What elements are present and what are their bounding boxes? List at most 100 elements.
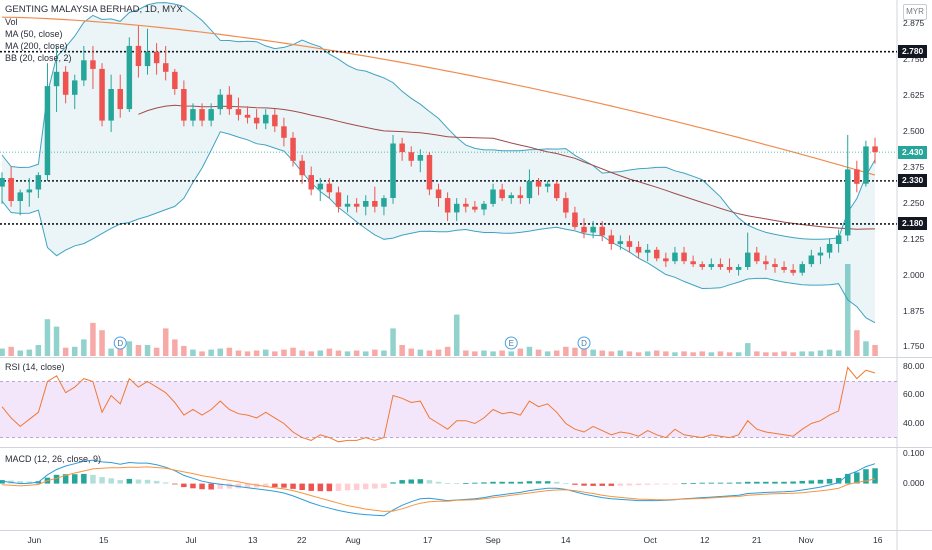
volume-bar bbox=[517, 348, 524, 356]
time-axis-tick: 14 bbox=[561, 535, 571, 545]
candle-body bbox=[572, 212, 578, 227]
candle-body bbox=[426, 155, 433, 190]
macd-histogram-bar bbox=[635, 483, 642, 486]
legend-macd[interactable]: MACD (12, 26, close, 9) bbox=[5, 454, 102, 464]
candle-body bbox=[681, 252, 687, 262]
candle-body bbox=[208, 109, 214, 121]
macd-histogram-bar bbox=[544, 481, 551, 484]
volume-bar bbox=[699, 351, 705, 356]
level-price-tag: 2.180 bbox=[898, 217, 928, 231]
volume-bar bbox=[481, 350, 487, 356]
legend-bb[interactable]: BB (20, close, 2) bbox=[5, 53, 72, 63]
volume-bar bbox=[563, 346, 569, 356]
candle-body bbox=[62, 71, 69, 95]
candle-body bbox=[181, 89, 187, 121]
macd-histogram-bar bbox=[717, 482, 724, 484]
volume-bar bbox=[463, 350, 469, 356]
candle-body bbox=[299, 160, 305, 176]
macd-histogram-bar bbox=[817, 479, 824, 484]
volume-bar bbox=[781, 351, 787, 356]
macd-histogram-bar bbox=[408, 479, 414, 484]
candle-body bbox=[72, 80, 78, 95]
macd-histogram-bar bbox=[535, 481, 542, 484]
macd-histogram-bar bbox=[726, 482, 733, 484]
price-axis-tick: 2.250 bbox=[903, 197, 925, 208]
candle-body bbox=[454, 203, 460, 213]
volume-bar bbox=[244, 351, 251, 356]
time-axis-tick: 12 bbox=[700, 535, 710, 545]
candle-body bbox=[644, 249, 651, 253]
candle-body bbox=[708, 264, 715, 267]
volume-bar bbox=[53, 326, 60, 356]
volume-bar bbox=[217, 348, 223, 356]
macd-histogram-bar bbox=[153, 480, 160, 484]
volume-bar bbox=[272, 351, 278, 356]
rsi-axis-tick: 40.00 bbox=[903, 417, 925, 428]
time-axis-tick: Oct bbox=[643, 535, 657, 545]
volume-bar bbox=[572, 347, 578, 356]
candle-body bbox=[481, 203, 487, 210]
legend-ma50[interactable]: MA (50, close) bbox=[5, 29, 63, 39]
volume-bar bbox=[353, 350, 360, 356]
legend-ma200[interactable]: MA (200, close) bbox=[5, 41, 68, 51]
macd-histogram-bar bbox=[417, 479, 424, 484]
macd-histogram-bar bbox=[226, 483, 233, 489]
macd-histogram-bar bbox=[108, 478, 114, 484]
volume-bar bbox=[144, 345, 151, 356]
macd-histogram-bar bbox=[808, 480, 815, 484]
volume-bar bbox=[363, 351, 369, 356]
price-axis-tick: 2.750 bbox=[903, 54, 925, 65]
volume-bar bbox=[163, 328, 169, 356]
candle-body bbox=[363, 201, 369, 207]
volume-bar bbox=[626, 351, 633, 356]
candle-body bbox=[17, 192, 23, 201]
candle-body bbox=[672, 252, 678, 262]
price-axis-tick: 2.625 bbox=[903, 90, 925, 101]
macd-histogram-bar bbox=[563, 483, 569, 485]
volume-bar bbox=[754, 351, 760, 356]
macd-histogram-bar bbox=[308, 483, 314, 491]
volume-bar bbox=[590, 349, 596, 356]
volume-bar bbox=[17, 350, 23, 356]
macd-histogram-bar bbox=[217, 483, 223, 489]
volume-bar bbox=[654, 350, 660, 356]
macd-histogram-bar bbox=[62, 474, 69, 484]
candle-body bbox=[235, 109, 242, 115]
macd-histogram-bar bbox=[454, 483, 460, 485]
macd-histogram-bar bbox=[554, 481, 560, 484]
macd-histogram-bar bbox=[599, 483, 605, 486]
candle-body bbox=[763, 261, 769, 265]
currency-badge[interactable]: MYR bbox=[903, 4, 927, 20]
macd-histogram-bar bbox=[426, 480, 433, 484]
time-axis-tick: 21 bbox=[752, 535, 762, 545]
macd-histogram-bar bbox=[190, 483, 196, 489]
candle-body bbox=[26, 189, 33, 193]
volume-bar bbox=[599, 350, 605, 356]
macd-histogram-bar bbox=[344, 483, 351, 491]
macd-histogram-bar bbox=[335, 483, 342, 491]
macd-histogram-bar bbox=[754, 481, 760, 484]
volume-bar bbox=[690, 352, 696, 356]
volume-bar bbox=[663, 351, 669, 356]
macd-histogram-bar bbox=[781, 481, 787, 484]
candle-body bbox=[290, 137, 296, 161]
volume-bar bbox=[826, 349, 833, 356]
legend-rsi[interactable]: RSI (14, close) bbox=[5, 362, 65, 372]
legend-vol[interactable]: Vol bbox=[5, 17, 18, 27]
macd-histogram-bar bbox=[872, 468, 878, 484]
volume-bar bbox=[335, 350, 342, 356]
candle-body bbox=[0, 178, 5, 187]
candle-body bbox=[535, 180, 542, 187]
volume-bar bbox=[308, 351, 314, 356]
candle-body bbox=[117, 89, 123, 110]
macd-histogram-bar bbox=[654, 483, 660, 485]
macd-histogram-bar bbox=[835, 478, 842, 484]
macd-histogram-bar bbox=[463, 483, 469, 484]
volume-bar bbox=[854, 330, 860, 356]
macd-histogram-bar bbox=[135, 479, 142, 484]
candle-body bbox=[554, 183, 560, 199]
macd-histogram-bar bbox=[490, 481, 496, 484]
candle-body bbox=[190, 109, 196, 121]
candle-body bbox=[817, 252, 824, 256]
